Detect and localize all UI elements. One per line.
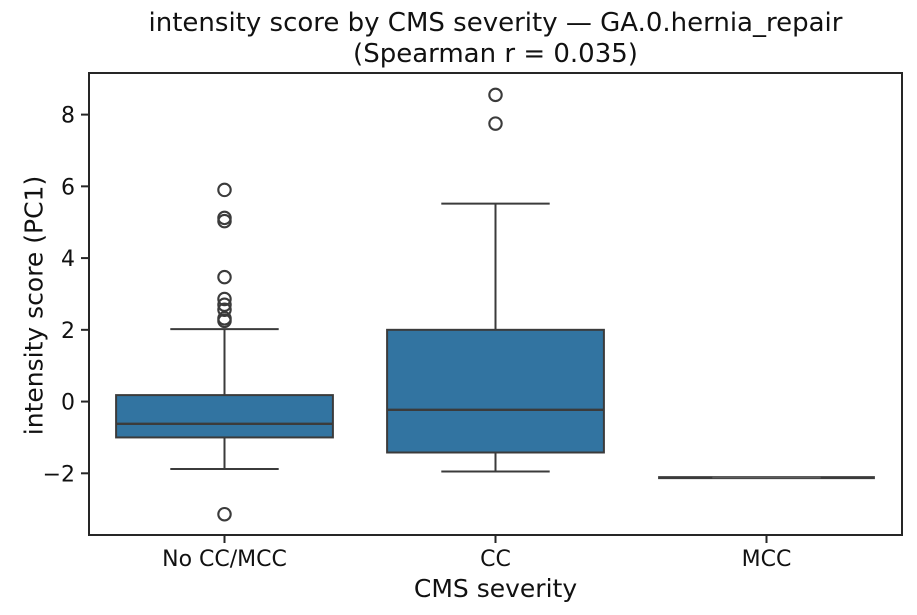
outlier-point bbox=[217, 269, 232, 285]
outlier-point bbox=[217, 182, 232, 198]
y-tick-label: 0 bbox=[61, 391, 75, 416]
chart-title-block: intensity score by CMS severity — GA.0.h… bbox=[89, 8, 902, 70]
y-axis-label: intensity score (PC1) bbox=[19, 175, 49, 436]
outlier-point bbox=[217, 302, 232, 317]
y-tick-label: 6 bbox=[61, 175, 75, 200]
y-tick-label: 4 bbox=[61, 247, 75, 272]
chart-title: intensity score by CMS severity — GA.0.h… bbox=[148, 8, 843, 38]
box bbox=[115, 394, 334, 439]
x-axis-label: CMS severity bbox=[413, 574, 578, 603]
y-tick-label: 8 bbox=[61, 104, 75, 129]
outlier-point bbox=[217, 313, 232, 329]
outlier-point bbox=[217, 291, 232, 307]
y-tick-label: −2 bbox=[43, 462, 75, 487]
outlier-point bbox=[488, 87, 503, 103]
outlier-point bbox=[488, 116, 503, 131]
outlier-point bbox=[217, 213, 232, 229]
outlier-point bbox=[217, 506, 232, 522]
box bbox=[386, 328, 605, 454]
y-tick-label: 2 bbox=[61, 319, 75, 344]
outlier-point bbox=[217, 297, 232, 312]
x-tick-label: CC bbox=[480, 547, 511, 572]
x-tick-label: MCC bbox=[742, 547, 792, 572]
x-tick-label: No CC/MCC bbox=[162, 547, 287, 572]
chart-subtitle: (Spearman r = 0.035) bbox=[353, 39, 638, 69]
